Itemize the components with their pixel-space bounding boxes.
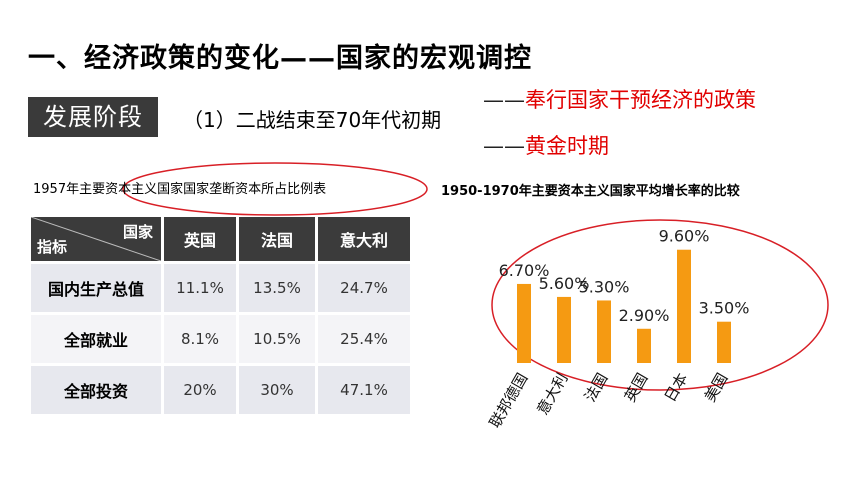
table-cell: 24.7% xyxy=(318,264,410,312)
data-label: 3.50% xyxy=(699,299,750,318)
table-cell: 30% xyxy=(239,366,315,414)
diagonal-divider xyxy=(31,217,161,261)
chart-highlight-ellipse xyxy=(491,219,829,391)
monopoly-capital-table: 国家 指标 英国 法国 意大利 国内生产总值 11.1% 13.5% 24.7%… xyxy=(28,214,413,417)
data-label: 5.60% xyxy=(539,274,590,293)
chart-bars xyxy=(517,249,731,363)
note-text: 奉行国家干预经济的政策 xyxy=(525,88,756,112)
note-dash: —— xyxy=(483,88,525,112)
chart-data-labels: 6.70%5.60%5.30% 2.90% 9.60% 3.50% xyxy=(499,227,750,325)
note-text: 黄金时期 xyxy=(525,134,609,158)
table-cell: 10.5% xyxy=(239,315,315,363)
bar-联邦德国 xyxy=(517,283,531,363)
category-label: 日本 xyxy=(661,370,692,405)
category-label: 联邦德国 xyxy=(486,370,532,431)
corner-label-indicator: 指标 xyxy=(37,238,68,256)
corner-label-country: 国家 xyxy=(122,223,153,241)
table-cell: 11.1% xyxy=(164,264,236,312)
data-label: 6.70% xyxy=(499,261,550,280)
bar-法国 xyxy=(597,300,611,363)
table-row: 全部投资 20% 30% 47.1% xyxy=(31,366,410,414)
chart-category-labels: 联邦德国 意大利 法国 英国 日本 美国 xyxy=(486,370,732,431)
category-label: 法国 xyxy=(581,370,612,405)
column-header: 法国 xyxy=(239,217,315,261)
table-cell: 20% xyxy=(164,366,236,414)
bar-日本 xyxy=(677,249,691,363)
column-header: 意大利 xyxy=(318,217,410,261)
data-label: 9.60% xyxy=(659,227,710,246)
column-header: 英国 xyxy=(164,217,236,261)
table-cell: 25.4% xyxy=(318,315,410,363)
category-label: 美国 xyxy=(701,370,732,405)
data-label: 5.30% xyxy=(579,277,630,296)
row-label: 全部就业 xyxy=(31,315,161,363)
growth-rate-bar-chart: 6.70%5.60%5.30% 2.90% 9.60% 3.50% 联邦德国 意大利 法国… xyxy=(486,219,829,431)
chart-title: 1950-1970年主要资本主义国家平均增长率的比较 xyxy=(441,184,740,199)
table-cell: 13.5% xyxy=(239,264,315,312)
table-caption: 1957年主要资本主义国家国家垄断资本所占比例表 xyxy=(33,182,327,197)
note-dash: —— xyxy=(483,134,525,158)
bar-英国 xyxy=(637,328,651,363)
table-corner-header: 国家 指标 xyxy=(31,217,161,261)
table-row: 国内生产总值 11.1% 13.5% 24.7% xyxy=(31,264,410,312)
caption-highlight-ellipse xyxy=(122,162,428,216)
golden-age-note: ——黄金时期 xyxy=(483,130,609,160)
page-title: 一、经济政策的变化——国家的宏观调控 xyxy=(28,43,532,74)
row-label: 国内生产总值 xyxy=(31,264,161,312)
stage-text: （1）二战结束至70年代初期 xyxy=(183,108,442,132)
table-cell: 8.1% xyxy=(164,315,236,363)
category-label: 英国 xyxy=(621,370,652,405)
policy-note: ——奉行国家干预经济的政策 xyxy=(483,84,756,114)
row-label: 全部投资 xyxy=(31,366,161,414)
data-label: 2.90% xyxy=(619,306,670,325)
table-cell: 47.1% xyxy=(318,366,410,414)
table-row: 全部就业 8.1% 10.5% 25.4% xyxy=(31,315,410,363)
bar-美国 xyxy=(717,321,731,363)
table-header-row: 国家 指标 英国 法国 意大利 xyxy=(31,217,410,261)
bar-意大利 xyxy=(557,296,571,363)
category-label: 意大利 xyxy=(533,370,571,418)
stage-badge: 发展阶段 xyxy=(28,97,158,137)
